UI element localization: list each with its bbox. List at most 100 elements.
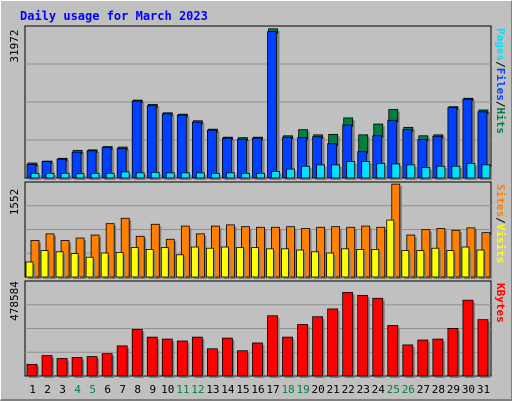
visits-bar [341, 248, 350, 278]
pages-bar [45, 172, 55, 179]
day-tick-label: 8 [134, 383, 141, 396]
day-tick-label: 31 [477, 383, 490, 396]
visits-bar [281, 248, 289, 278]
visits-bar [251, 247, 259, 278]
visits-bar [115, 252, 124, 278]
day-tick-label: 3 [59, 383, 66, 396]
day-tick-label: 2 [44, 383, 51, 396]
files-bar [267, 31, 277, 179]
side-label: / [494, 101, 507, 108]
kbytes-bar [447, 327, 459, 377]
pages-bar [466, 163, 476, 179]
day-tick-label: 4 [74, 383, 81, 396]
visits-bar [326, 252, 335, 278]
day-tick-label: 6 [104, 383, 111, 396]
pages-bar [180, 172, 190, 179]
day-tick-label: 20 [312, 383, 325, 396]
files-bar [237, 138, 247, 179]
visits-bar [446, 250, 455, 278]
pages-bar [286, 168, 295, 179]
day-tick-label: 16 [251, 383, 264, 396]
pages-bar [60, 172, 70, 179]
kbytes-bar [86, 356, 98, 377]
files-bar [206, 129, 217, 179]
pages-bar [210, 172, 220, 179]
visits-bar [386, 219, 395, 278]
kbytes-bar [101, 353, 113, 377]
day-tick-label: 27 [417, 383, 430, 396]
kbytes-bar [116, 345, 128, 377]
visits-bar [55, 251, 64, 278]
day-tick-label: 13 [206, 383, 219, 396]
kbytes-bar [327, 308, 339, 377]
side-label: Pages [494, 28, 507, 61]
day-tick-label: 7 [119, 383, 126, 396]
kbytes-bar [297, 324, 308, 377]
pages-bar [241, 172, 250, 179]
kbytes-bar [237, 350, 248, 377]
pages-bar [436, 165, 446, 179]
pages-bar [120, 171, 130, 179]
day-tick-label: 26 [402, 383, 415, 396]
kbytes-bar [161, 338, 173, 377]
kbytes-bar [71, 357, 83, 377]
day-tick-label: 17 [266, 383, 279, 396]
visits-bar [266, 248, 274, 278]
files-bar [176, 114, 187, 179]
visits-bar [221, 246, 229, 278]
visits-bar [190, 246, 199, 278]
pages-bar [406, 164, 416, 179]
files-bar [191, 121, 202, 179]
files-bar [222, 137, 232, 179]
kbytes-bar [252, 342, 263, 377]
kbytes-bar [417, 339, 429, 377]
kbytes-bar [342, 292, 354, 377]
visits-bar [160, 247, 169, 278]
visits-bar [100, 252, 109, 278]
files-bar [146, 105, 157, 179]
panel-3-side-labels: KBytes [494, 283, 507, 323]
side-label: Sites [494, 184, 507, 217]
pages-bar [30, 172, 40, 179]
pages-bar [90, 172, 100, 179]
pages-bar [135, 172, 145, 179]
pages-bar [391, 163, 401, 179]
visits-bar [175, 254, 184, 278]
side-label: / [494, 61, 507, 68]
day-tick-label: 5 [89, 383, 96, 396]
pages-bar [361, 161, 371, 179]
pages-bar [75, 173, 85, 179]
visits-bar [401, 250, 410, 278]
pages-bar [256, 172, 265, 179]
visits-bar [311, 251, 320, 278]
side-label: / [494, 217, 507, 224]
panel-1-side-labels: Pages/Files/Hits [494, 28, 507, 134]
pages-bar [451, 165, 461, 179]
day-tick-label: 22 [342, 383, 355, 396]
day-tick-label: 19 [296, 383, 309, 396]
pages-bar [421, 167, 431, 179]
kbytes-bar [222, 337, 233, 377]
kbytes-bar [267, 315, 278, 377]
day-tick-label: 18 [281, 383, 294, 396]
day-tick-label: 10 [161, 383, 174, 396]
pages-bar [150, 171, 160, 179]
visits-bar [236, 247, 244, 278]
pages-bar [481, 164, 491, 179]
visits-bar [85, 256, 94, 278]
day-tick-label: 24 [372, 383, 386, 396]
side-label: Hits [494, 108, 507, 135]
kbytes-bar [191, 336, 203, 377]
visits-bar [130, 247, 139, 278]
side-label: KBytes [494, 283, 507, 323]
visits-bar [476, 249, 485, 278]
pages-bar [165, 172, 175, 179]
pages-bar [346, 161, 356, 179]
day-tick-label: 14 [221, 383, 235, 396]
panel-3-max-label: 478584 [8, 281, 21, 321]
visits-bar [25, 261, 34, 278]
day-tick-label: 21 [327, 383, 340, 396]
visits-bar [431, 247, 440, 278]
day-tick-label: 30 [462, 383, 475, 396]
